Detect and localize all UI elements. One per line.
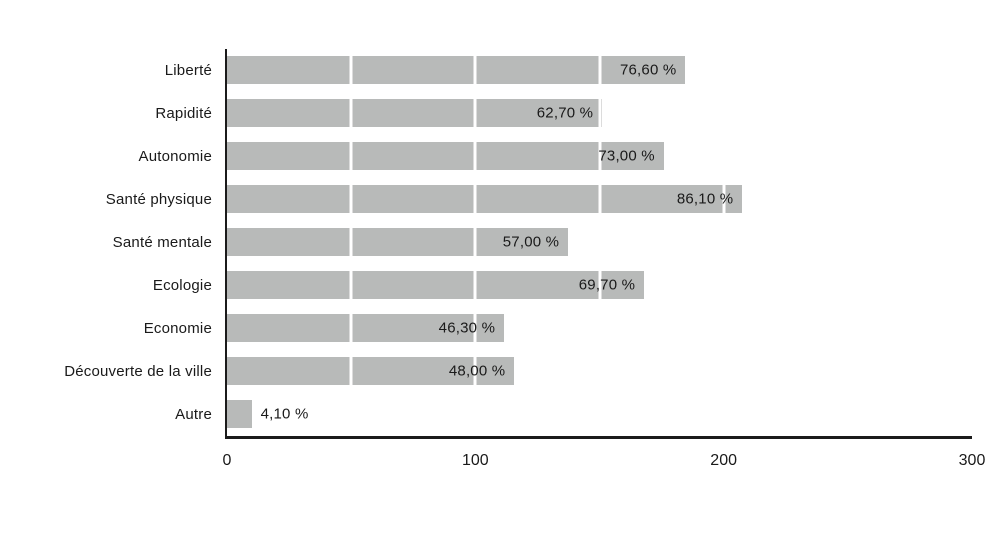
gridline <box>846 49 850 436</box>
bar-row: 62,70 % <box>227 92 972 135</box>
category-label: Autonomie <box>138 148 212 165</box>
bar: 69,70 % <box>227 271 645 299</box>
bar: 48,00 % <box>227 357 515 385</box>
bar-row: 86,10 % <box>227 178 972 221</box>
category-label: Economie <box>143 320 212 337</box>
bar-value-label: 86,10 % <box>676 190 734 208</box>
bar-value-label: 48,00 % <box>448 362 506 380</box>
category-label: Autre <box>175 406 212 423</box>
bar-row: 4,10 % <box>227 393 972 436</box>
category-label: Liberté <box>164 62 212 79</box>
bar-row: 69,70 % <box>227 264 972 307</box>
gridline <box>473 49 477 436</box>
category-label: Santé physique <box>105 191 212 208</box>
x-axis: 0 100 200 300 <box>223 452 986 474</box>
bar-value-label: 4,10 % <box>260 405 309 423</box>
gridline <box>722 49 726 436</box>
x-tick-label: 0 <box>222 452 232 469</box>
bar-value-label: 62,70 % <box>536 104 594 122</box>
bar-value-label: 46,30 % <box>438 319 496 337</box>
gridline <box>598 49 601 436</box>
category-label: Ecologie <box>152 277 212 294</box>
gridline <box>349 49 353 436</box>
bar-row: 57,00 % <box>227 221 972 264</box>
x-tick-label: 200 <box>710 452 738 469</box>
bar-value-label: 57,00 % <box>502 233 560 251</box>
bar-value-label: 69,70 % <box>578 276 636 294</box>
bar-row: 46,30 % <box>227 307 972 350</box>
bar <box>227 400 252 428</box>
bar: 62,70 % <box>227 99 603 127</box>
bar-row: 73,00 % <box>227 135 972 178</box>
bar: 46,30 % <box>227 314 505 342</box>
bar-row: 48,00 % <box>227 350 972 393</box>
category-label: Santé mentale <box>112 234 212 251</box>
x-tick-label: 300 <box>958 452 986 469</box>
bar-row: 76,60 % <box>227 49 972 92</box>
bar: 73,00 % <box>227 142 664 170</box>
category-label: Rapidité <box>155 105 212 122</box>
bar-value-label: 73,00 % <box>598 147 655 165</box>
bar: 57,00 % <box>227 228 569 256</box>
bar: 86,10 % <box>227 185 743 213</box>
bar: 76,60 % <box>227 56 686 84</box>
category-axis: Liberté Rapidité Autonomie Santé physique Sa… <box>0 49 212 436</box>
plot-area: 76,60 % 62,70 % 73,00 % 86,10 % 57,00 % 69,70… <box>225 49 972 439</box>
bar-value-label: 76,60 % <box>619 61 677 79</box>
category-label: Découverte de la ville <box>64 363 212 380</box>
x-tick-label: 100 <box>461 452 489 469</box>
